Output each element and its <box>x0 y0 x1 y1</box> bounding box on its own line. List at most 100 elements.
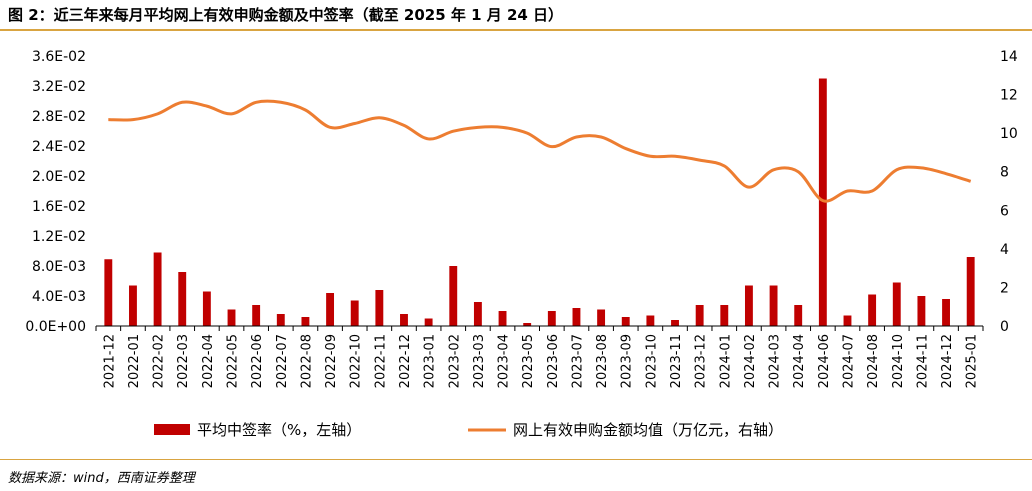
x-tick-label: 2023-03 <box>472 334 487 388</box>
bar <box>572 308 581 326</box>
x-tick-label: 2023-12 <box>694 334 709 388</box>
line-path <box>108 99 972 203</box>
bottom-divider <box>0 459 1032 460</box>
bar <box>597 309 606 326</box>
x-tick-label: 2024-04 <box>792 334 807 388</box>
bar <box>375 290 384 326</box>
bar <box>350 300 359 326</box>
bar <box>202 291 211 326</box>
bar <box>744 285 753 326</box>
x-tick-label: 2024-01 <box>718 334 733 388</box>
x-tick-label: 2024-08 <box>866 334 881 388</box>
bar <box>400 314 408 326</box>
legend-bar-swatch <box>154 424 190 435</box>
bar <box>178 272 187 326</box>
x-tick-label: 2024-03 <box>768 334 783 388</box>
bar <box>769 285 778 326</box>
figure-title: 图 2：近三年来每月平均网上有效申购金额及中签率（截至 2025 年 1 月 2… <box>8 6 564 24</box>
x-tick-label: 2022-02 <box>152 334 167 388</box>
x-tick-label: 2021-12 <box>102 334 117 388</box>
y-left-tick-label: 2.8E-02 <box>32 109 86 125</box>
bar <box>720 305 729 326</box>
y-left-tick-label: 3.6E-02 <box>32 49 86 65</box>
bar <box>227 309 236 326</box>
chart-axes: 2021-12 2022-01 2022-02 2022-03 2022-04 2022-… <box>25 49 1018 388</box>
y-left-tick-label: 2.4E-02 <box>32 139 86 155</box>
x-tick-label: 2022-10 <box>349 334 364 388</box>
bar <box>326 293 335 326</box>
bar-series <box>104 78 975 326</box>
y-right-tick-label: 14 <box>1000 49 1018 65</box>
x-tick-label: 2024-12 <box>940 334 955 388</box>
legend-bar-label: 平均中签率（%，左轴） <box>197 421 361 439</box>
x-tick-label: 2024-07 <box>841 334 856 388</box>
bar <box>104 259 113 326</box>
x-tick-label: 2022-04 <box>201 334 216 388</box>
x-tick-label: 2022-03 <box>176 334 191 388</box>
y-right-tick-label: 8 <box>1000 165 1009 181</box>
y-left-tick-label: 8.0E-03 <box>32 259 86 275</box>
bar <box>301 317 310 326</box>
bar <box>695 305 704 326</box>
bar <box>966 257 975 326</box>
bar <box>498 311 507 326</box>
bar <box>843 315 852 326</box>
source-note: 数据来源：wind，西南证券整理 <box>8 471 195 486</box>
bar <box>917 296 926 326</box>
bar <box>942 299 950 326</box>
x-tick-label: 2022-12 <box>398 334 413 388</box>
bar <box>868 294 877 326</box>
legend-line-label: 网上有效申购金额均值（万亿元，右轴） <box>513 421 783 439</box>
y-left-tick-label: 3.2E-02 <box>32 79 86 95</box>
bar <box>449 266 458 326</box>
x-tick-label: 2024-10 <box>891 334 906 388</box>
bar <box>424 318 433 326</box>
y-right-tick-label: 0 <box>1000 319 1009 335</box>
x-tick-label: 2022-01 <box>127 334 142 388</box>
x-tick-label: 2024-06 <box>817 334 832 388</box>
y-right-tick-label: 2 <box>1000 280 1009 296</box>
y-left-tick-label: 0.0E+00 <box>25 319 86 335</box>
line-series <box>108 99 972 203</box>
x-tick-label: 2024-02 <box>743 334 758 388</box>
x-tick-label: 2022-09 <box>324 334 339 388</box>
y-left-tick-label: 1.2E-02 <box>32 229 86 245</box>
bar <box>818 78 827 326</box>
x-tick-label: 2023-10 <box>644 334 659 388</box>
x-tick-label: 2023-04 <box>497 334 512 388</box>
x-tick-label: 2022-11 <box>373 334 388 388</box>
x-tick-label: 2023-01 <box>423 334 438 388</box>
bar <box>523 323 532 326</box>
bar <box>621 317 630 326</box>
x-tick-label: 2023-08 <box>595 334 610 388</box>
bar <box>129 285 137 326</box>
bar <box>892 282 901 326</box>
bar <box>646 315 655 326</box>
bar <box>153 252 162 326</box>
y-right-tick-label: 6 <box>1000 203 1009 219</box>
x-tick-label: 2022-06 <box>250 334 265 388</box>
x-tick-label: 2023-11 <box>669 334 684 388</box>
bar <box>794 305 803 326</box>
bar <box>473 302 482 326</box>
bar <box>252 305 261 326</box>
x-tick-label: 2023-09 <box>620 334 635 388</box>
combo-chart: 2021-12 2022-01 2022-02 2022-03 2022-04 2022-… <box>25 49 1018 439</box>
bar <box>547 311 556 326</box>
x-tick-label: 2023-02 <box>447 334 462 388</box>
y-right-tick-label: 10 <box>1000 126 1018 142</box>
x-tick-label: 2025-01 <box>965 334 980 388</box>
x-tick-label: 2022-07 <box>275 334 290 388</box>
x-tick-label: 2023-06 <box>546 334 561 388</box>
bar <box>276 314 285 326</box>
y-right-tick-label: 4 <box>1000 242 1009 258</box>
x-tick-label: 2023-05 <box>521 334 536 388</box>
y-right-tick-label: 12 <box>1000 88 1018 104</box>
y-left-tick-label: 1.6E-02 <box>32 199 86 215</box>
x-tick-label: 2022-05 <box>226 334 241 388</box>
x-tick-label: 2023-07 <box>570 334 585 388</box>
chart-legend: 平均中签率（%，左轴） 网上有效申购金额均值（万亿元，右轴） <box>154 421 783 439</box>
y-left-tick-label: 4.0E-03 <box>32 289 86 305</box>
top-divider <box>0 29 1032 31</box>
bar <box>671 320 679 326</box>
